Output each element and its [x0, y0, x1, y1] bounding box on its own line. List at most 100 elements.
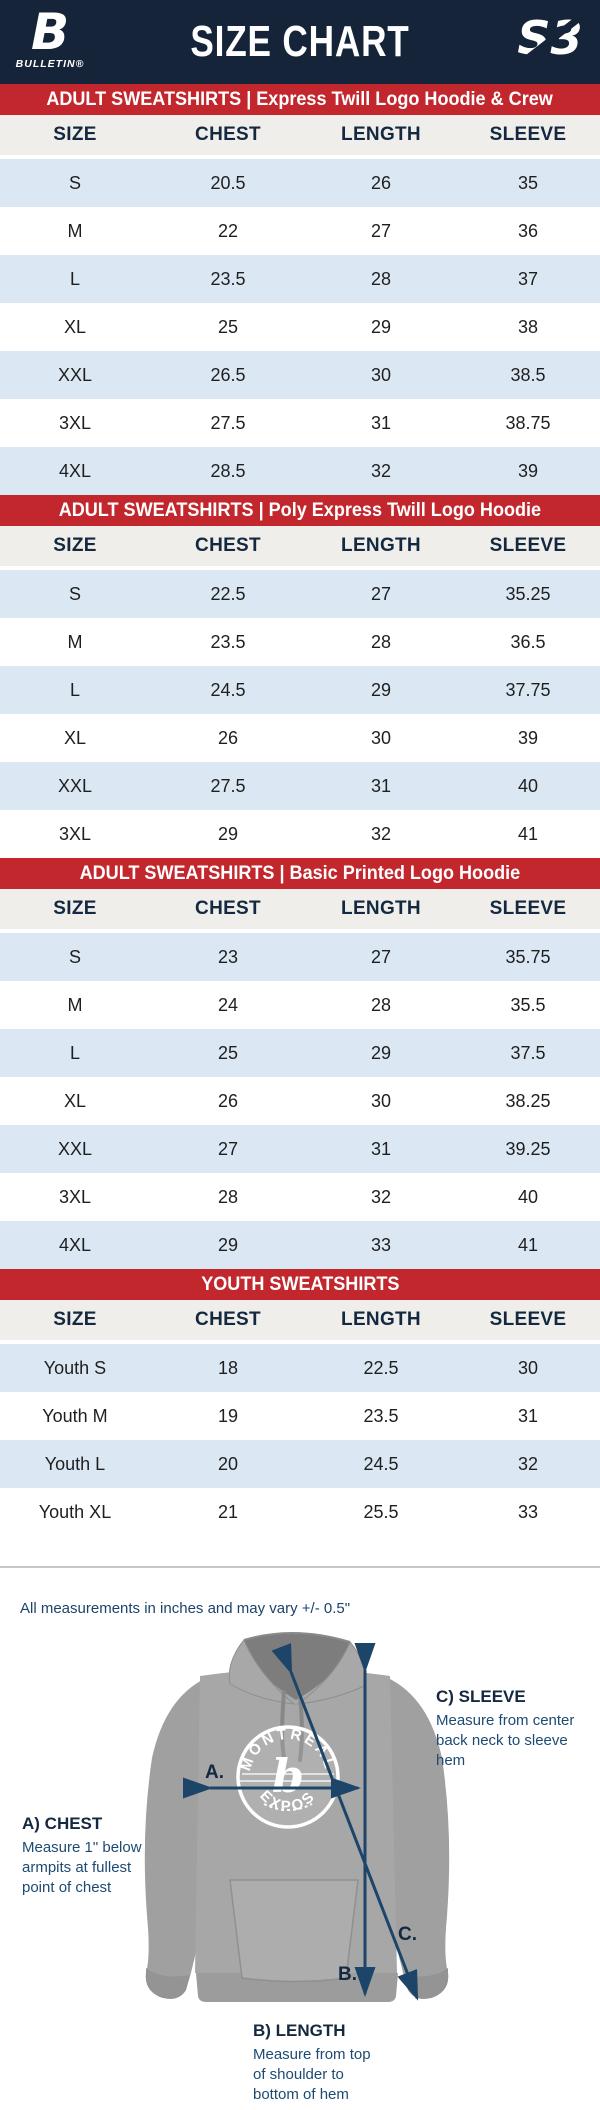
measure-cell: 37.5 [510, 1042, 546, 1063]
column-header-chest: CHEST [195, 124, 261, 145]
table-row: XL 26 30 38.25 [0, 1077, 600, 1125]
measure-cell: 29 [217, 823, 239, 844]
column-header-length: LENGTH [341, 1309, 421, 1330]
measure-cell: 32 [517, 1453, 539, 1474]
measure-cell: 31 [370, 412, 392, 433]
table-row: XXL 26.5 30 38.5 [0, 351, 600, 399]
measure-cell: 28 [370, 631, 392, 652]
table-row: 3XL 27.5 31 38.75 [0, 399, 600, 447]
size-table-section-express-twill: ADULT SWEATSHIRTS | Express Twill Logo H… [0, 84, 600, 495]
measure-cell: 22.5 [210, 583, 246, 604]
chest-label: A) CHEST Measure 1" below armpits at ful… [22, 1813, 162, 1899]
section-banner: ADULT SWEATSHIRTS | Basic Printed Logo H… [0, 858, 600, 889]
size-cell: XXL [57, 775, 93, 796]
table-row: L 23.5 28 37 [0, 255, 600, 303]
table-row: M 23.5 28 36.5 [0, 618, 600, 666]
measure-cell: 25.5 [363, 1501, 399, 1522]
divider [0, 1566, 600, 1568]
column-header-sleeve: SLEEVE [489, 1309, 567, 1330]
table-row: XL 26 30 39 [0, 714, 600, 762]
table-row: L 25 29 37.5 [0, 1029, 600, 1077]
measure-cell: 28 [370, 268, 392, 289]
measure-cell: 36.5 [510, 631, 546, 652]
measure-cell: 23.5 [210, 631, 246, 652]
size-cell: 3XL [58, 823, 92, 844]
column-header-sleeve: SLEEVE [489, 898, 567, 919]
length-label-heading: B) LENGTH [253, 2021, 346, 2040]
column-header-chest: CHEST [195, 898, 261, 919]
header: B BULLETIN® SIZE CHART S3 [0, 0, 600, 84]
logo-b-glyph: b [272, 1749, 304, 1803]
column-header-size: SIZE [53, 535, 97, 556]
length-label: B) LENGTH Measure from top of shoulder t… [253, 2020, 423, 2106]
measure-cell: 28 [370, 994, 392, 1015]
measure-cell: 38.75 [505, 412, 551, 433]
chest-label-body: Measure 1" below armpits at fullest poin… [22, 1838, 142, 1897]
measure-cell: 30 [517, 1357, 539, 1378]
measurement-diagram: MONTREAL EXPOS b A. B. C. A) CHEST Measu… [0, 1628, 600, 2108]
measure-cell: 35.75 [505, 946, 551, 967]
measure-cell: 30 [370, 364, 392, 385]
size-cell: M [67, 220, 83, 241]
table-row: S 20.5 26 35 [0, 159, 600, 207]
measure-cell: 27 [370, 946, 392, 967]
column-header-length: LENGTH [341, 124, 421, 145]
measure-cell: 27.5 [210, 775, 246, 796]
bulletin-wordmark: BULLETIN® [16, 58, 85, 70]
size-cell: L [69, 1042, 80, 1063]
table-header-row: SIZE CHEST LENGTH SLEEVE [0, 889, 600, 929]
table-body: S 23 27 35.75 M 24 28 35.5 L 25 29 37.5 XL 26 30 38.25 X… [0, 933, 600, 1269]
measure-cell: 31 [370, 775, 392, 796]
size-cell: XXL [57, 1138, 93, 1159]
table-row: Youth XL 21 25.5 33 [0, 1488, 600, 1536]
measure-cell: 22 [217, 220, 239, 241]
measure-cell: 29 [217, 1234, 239, 1255]
table-row: S 22.5 27 35.25 [0, 570, 600, 618]
page-title: SIZE CHART [190, 17, 410, 66]
measure-cell: 39 [517, 460, 539, 481]
measure-cell: 38.5 [510, 364, 546, 385]
measure-cell: 27 [217, 1138, 239, 1159]
measure-cell: 32 [370, 823, 392, 844]
chest-label-heading: A) CHEST [22, 1814, 103, 1833]
size-cell: S [68, 946, 81, 967]
table-row: XXL 27.5 31 40 [0, 762, 600, 810]
size-cell: XL [63, 727, 87, 748]
column-header-size: SIZE [53, 124, 97, 145]
table-header-row: SIZE CHEST LENGTH SLEEVE [0, 1300, 600, 1340]
measure-cell: 31 [370, 1138, 392, 1159]
measure-cell: 25 [217, 1042, 239, 1063]
measure-cell: 26 [217, 1090, 239, 1111]
table-row: Youth M 19 23.5 31 [0, 1392, 600, 1440]
measure-cell: 32 [370, 460, 392, 481]
size-cell: L [69, 679, 80, 700]
measure-cell: 27 [370, 583, 392, 604]
size-cell: Youth XL [38, 1501, 112, 1522]
table-row: 4XL 29 33 41 [0, 1221, 600, 1269]
measure-cell: 40 [517, 1186, 539, 1207]
size-cell: Youth L [44, 1453, 106, 1474]
sb-logo: S3 [510, 8, 590, 77]
size-cell: Youth S [43, 1357, 107, 1378]
measure-cell: 39.25 [505, 1138, 551, 1159]
sleeve-label: C) SLEEVE Measure from center back neck … [436, 1686, 596, 1772]
measure-cell: 23.5 [363, 1405, 399, 1426]
measure-cell: 30 [370, 727, 392, 748]
measure-cell: 32 [370, 1186, 392, 1207]
bulletin-b-icon: B [31, 5, 69, 61]
size-cell: 3XL [58, 1186, 92, 1207]
column-header-length: LENGTH [341, 898, 421, 919]
table-row: XXL 27 31 39.25 [0, 1125, 600, 1173]
table-row: Youth S 18 22.5 30 [0, 1344, 600, 1392]
size-table-section-basic-printed: ADULT SWEATSHIRTS | Basic Printed Logo H… [0, 858, 600, 1269]
measure-cell: 22.5 [363, 1357, 399, 1378]
measure-cell: 26.5 [210, 364, 246, 385]
sleeve-arrow [271, 1643, 419, 2001]
column-header-size: SIZE [53, 898, 97, 919]
measure-cell: 20 [217, 1453, 239, 1474]
table-row: 4XL 28.5 32 39 [0, 447, 600, 495]
measure-cell: 33 [517, 1501, 539, 1522]
measure-cell: 38 [517, 316, 539, 337]
size-cell: Youth M [42, 1405, 108, 1426]
measure-cell: 24.5 [210, 679, 246, 700]
